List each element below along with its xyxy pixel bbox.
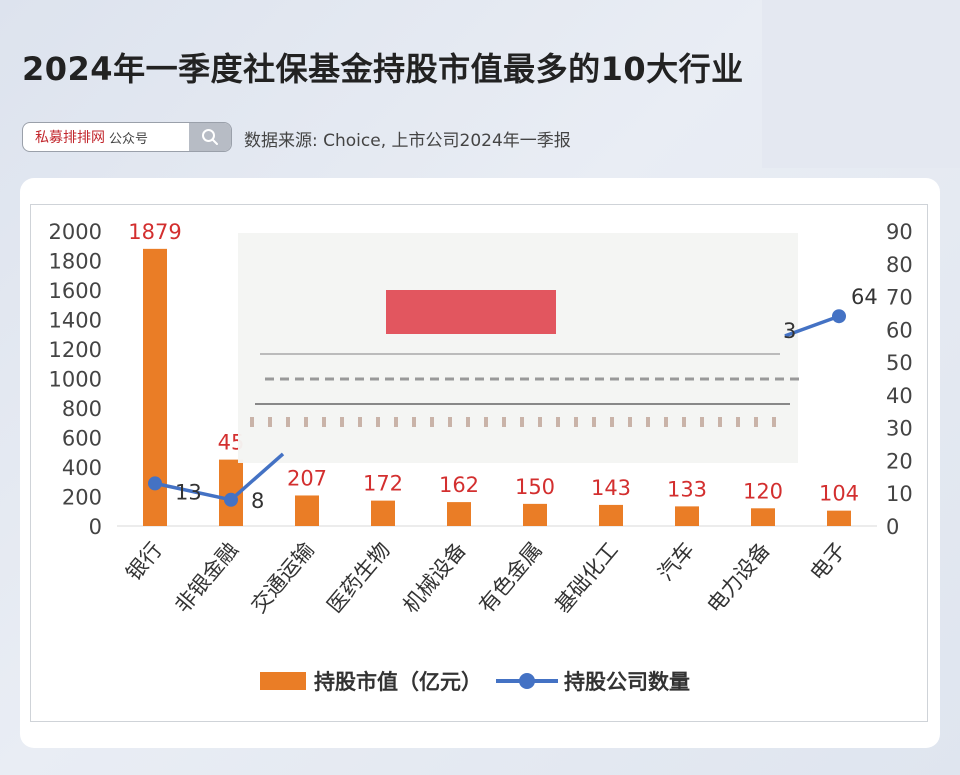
y-right-tick-label: 50 bbox=[886, 351, 913, 375]
bar-value-label: 162 bbox=[439, 473, 479, 497]
search-icon bbox=[202, 129, 218, 145]
bar-value-label: 120 bbox=[743, 479, 783, 503]
line-value-label: 64 bbox=[851, 285, 878, 309]
bar-2 bbox=[295, 495, 319, 526]
chart-card: 0 200 400 600 800 1000 1200 1400 1600 1800 2000 0 10… bbox=[20, 178, 940, 748]
line-point-2 bbox=[832, 309, 846, 324]
y-left-tick-label: 400 bbox=[62, 456, 102, 480]
bar-7 bbox=[675, 506, 699, 526]
legend-bar-swatch bbox=[260, 672, 306, 690]
line-point-1 bbox=[224, 492, 238, 507]
y-right-tick-label: 0 bbox=[886, 515, 899, 539]
x-category-label: 银行 bbox=[121, 538, 166, 586]
line-point-0 bbox=[148, 476, 162, 491]
x-category-label: 电子 bbox=[805, 538, 850, 586]
y-left-tick-label: 1800 bbox=[49, 250, 102, 274]
y-right-tick-label: 60 bbox=[886, 318, 913, 342]
search-button[interactable] bbox=[189, 123, 231, 151]
bar-9 bbox=[827, 510, 851, 526]
y-left-tick-label: 2000 bbox=[49, 220, 102, 244]
legend-line-swatch bbox=[496, 671, 558, 691]
chart-frame bbox=[30, 204, 928, 722]
x-category-label: 电力设备 bbox=[702, 538, 774, 618]
bar-3 bbox=[371, 500, 395, 526]
y-right-tick-label: 30 bbox=[886, 417, 913, 441]
bar-value-label: 1879 bbox=[128, 220, 181, 244]
line-value-label: 8 bbox=[251, 489, 264, 513]
chart-legend: 持股市值（亿元） 持股公司数量 bbox=[260, 666, 690, 696]
y-right-tick-label: 10 bbox=[886, 482, 913, 506]
x-category-label: 有色金属 bbox=[474, 538, 546, 618]
x-category-label: 交通运输 bbox=[246, 538, 318, 618]
y-left-tick-label: 1400 bbox=[49, 309, 102, 333]
x-category-label: 机械设备 bbox=[398, 538, 470, 618]
x-category-label: 医药生物 bbox=[322, 538, 394, 618]
y-left-tick-label: 800 bbox=[62, 397, 102, 421]
y-left-tick-label: 0 bbox=[89, 515, 102, 539]
y-left-tick-label: 600 bbox=[62, 427, 102, 451]
y-right-tick-label: 80 bbox=[886, 253, 913, 277]
search-suffix-text: 公众号 bbox=[109, 131, 149, 147]
search-box[interactable]: 私募排排网 公众号 bbox=[22, 122, 232, 152]
line-value-label: 3 bbox=[783, 319, 796, 343]
y-right-tick-label: 40 bbox=[886, 384, 913, 408]
y-right-tick-label: 90 bbox=[886, 220, 913, 244]
y-right-tick-label: 70 bbox=[886, 286, 913, 310]
line-segment bbox=[229, 452, 285, 502]
overlay-red-block bbox=[386, 290, 556, 334]
line-value-label: 13 bbox=[175, 480, 202, 504]
line-segment bbox=[154, 481, 232, 502]
bar-6 bbox=[599, 504, 623, 526]
legend-bar-label: 持股市值（亿元） bbox=[314, 670, 482, 694]
y-left-tick-label: 1600 bbox=[49, 279, 102, 303]
legend-line-label: 持股公司数量 bbox=[564, 670, 690, 694]
x-category-label: 基础化工 bbox=[550, 538, 622, 618]
y-left-tick-label: 200 bbox=[62, 486, 102, 510]
line-segment bbox=[784, 314, 840, 338]
background-decoration bbox=[762, 0, 960, 168]
bar-value-label: 207 bbox=[287, 466, 327, 490]
bar-4 bbox=[447, 502, 471, 526]
data-source-note: 数据来源: Choice, 上市公司2024年一季报 bbox=[244, 131, 571, 151]
bar-value-label: 150 bbox=[515, 475, 555, 499]
x-category-label: 汽车 bbox=[653, 538, 698, 586]
bar-value-label: 143 bbox=[591, 476, 631, 500]
bar-5 bbox=[523, 503, 547, 526]
bar-value-label: 133 bbox=[667, 477, 707, 501]
bar-8 bbox=[751, 508, 775, 526]
y-left-tick-label: 1000 bbox=[49, 368, 102, 392]
y-right-tick-label: 20 bbox=[886, 449, 913, 473]
obscuring-overlay bbox=[238, 233, 798, 463]
page-title: 2024年一季度社保基金持股市值最多的10大行业 bbox=[22, 50, 744, 88]
bar-value-label: 172 bbox=[363, 472, 403, 496]
y-left-tick-label: 1200 bbox=[49, 338, 102, 362]
bar-value-label: 104 bbox=[819, 482, 859, 506]
search-brand-text: 私募排排网 bbox=[35, 130, 105, 146]
x-category-label: 非银金融 bbox=[170, 538, 242, 618]
industry-chart: 0 200 400 600 800 1000 1200 1400 1600 1800 2000 0 10… bbox=[49, 220, 913, 618]
